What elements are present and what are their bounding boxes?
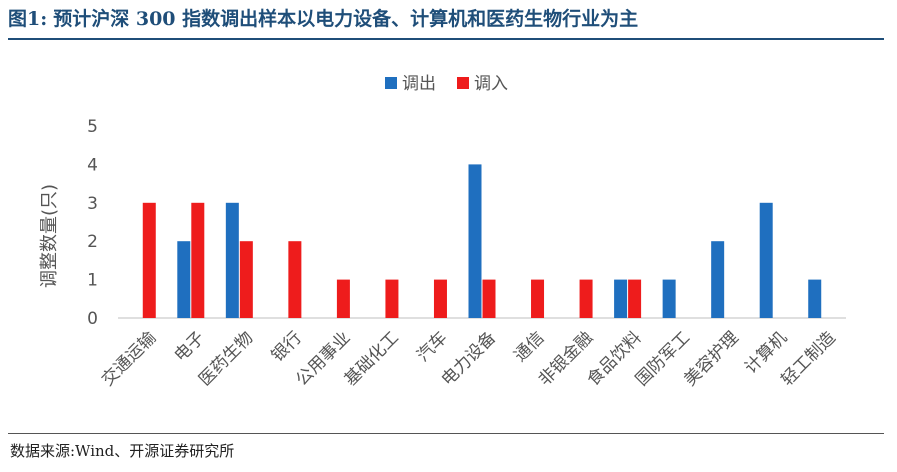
x-tick-label: 美容护理	[680, 328, 742, 390]
bar-in	[531, 279, 545, 318]
legend-swatch	[385, 77, 397, 89]
y-tick-label: 5	[87, 117, 98, 137]
bar-in	[239, 241, 253, 318]
y-axis-label: 调整数量(只)	[39, 183, 60, 289]
bar-out	[808, 279, 822, 318]
x-tick-label: 汽车	[413, 328, 451, 366]
title-rule	[8, 38, 884, 40]
x-tick-label: 银行	[268, 328, 306, 366]
x-tick-label: 电力设备	[438, 328, 500, 390]
y-tick-label: 3	[87, 194, 98, 214]
y-tick-label: 1	[87, 271, 98, 291]
bar-out	[614, 279, 628, 318]
bar-out	[759, 202, 773, 318]
y-tick-label: 4	[87, 155, 98, 175]
x-tick-label: 电子	[171, 328, 209, 366]
legend-label: 调出	[402, 74, 436, 94]
x-tick-label: 基础化工	[341, 328, 403, 390]
x-tick-label: 轻工制造	[778, 328, 840, 390]
bar-in	[482, 279, 496, 318]
bar-in	[191, 202, 205, 318]
x-tick-label: 交通运输	[98, 328, 160, 390]
bar-in	[628, 279, 642, 318]
bar-out	[225, 202, 239, 318]
figure-number: 图1:	[8, 8, 48, 30]
legend-label: 调入	[474, 74, 508, 94]
x-tick-label: 医药生物	[195, 328, 257, 390]
bar-in	[579, 279, 593, 318]
y-tick-label: 2	[87, 232, 98, 252]
bar-out	[711, 241, 725, 318]
bar-out	[468, 164, 482, 318]
bar-in	[433, 279, 447, 318]
source-note: 数据来源:Wind、开源证券研究所	[10, 442, 235, 460]
figure-title-text: 预计沪深 300 指数调出样本以电力设备、计算机和医药生物行业为主	[53, 8, 639, 30]
bar-in	[336, 279, 350, 318]
legend-swatch	[457, 77, 469, 89]
y-tick-label: 0	[87, 309, 98, 329]
source-rule	[8, 433, 884, 434]
bar-out	[177, 241, 191, 318]
bar-in	[385, 279, 399, 318]
figure-title: 图1: 预计沪深 300 指数调出样本以电力设备、计算机和医药生物行业为主	[8, 4, 888, 34]
bar-out	[662, 279, 676, 318]
bar-in	[288, 241, 302, 318]
x-tick-label: 通信	[510, 328, 548, 366]
bar-in	[142, 202, 156, 318]
